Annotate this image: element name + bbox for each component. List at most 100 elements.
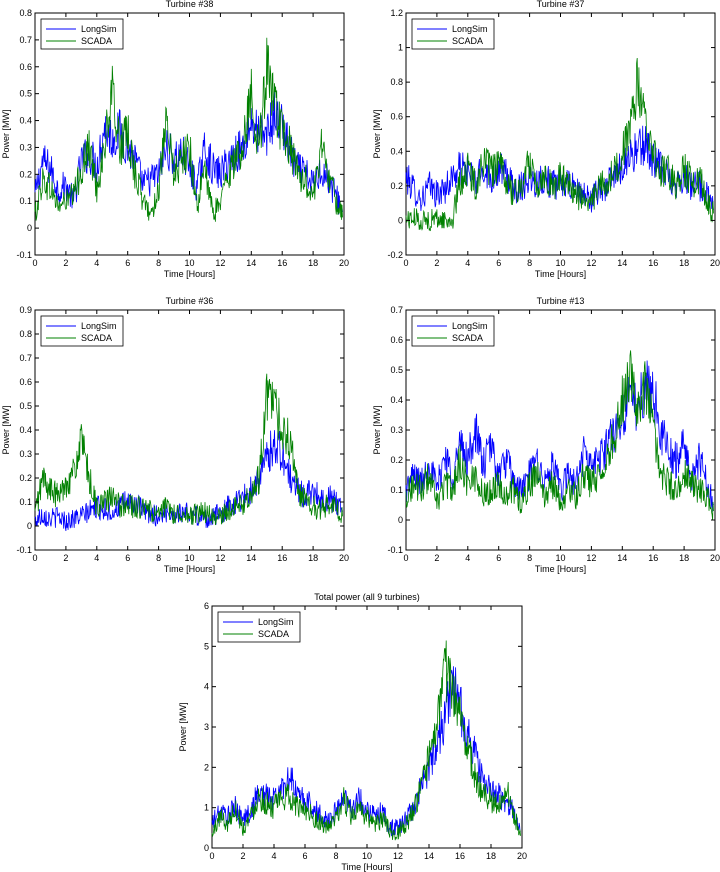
x-tick-label: 20	[339, 553, 349, 563]
series-line-longsim	[211, 666, 521, 837]
x-axis-label: Time [Hours]	[535, 564, 586, 574]
y-axis-label: Power [MW]	[178, 702, 188, 751]
y-tick-label: 0.1	[19, 497, 32, 507]
chart-panel: 0 2 4 6 8 10 12 14 16 18 20-0.100.10.20.30.40.50.6…	[372, 296, 720, 574]
legend: LongSim SCADA	[40, 315, 124, 347]
x-tick-label: 14	[617, 258, 627, 268]
y-tick-label: 0	[398, 515, 403, 525]
series-line-scada	[405, 350, 714, 521]
y-tick-label: 5	[204, 641, 209, 651]
x-tick-label: 18	[486, 851, 496, 861]
y-tick-label: 0.7	[19, 35, 32, 45]
y-tick-label: 0.8	[19, 329, 32, 339]
y-tick-label: 0.6	[19, 377, 32, 387]
y-tick-label: 0.7	[19, 353, 32, 363]
chart-title: Turbine #36	[166, 296, 214, 306]
x-tick-label: 18	[679, 553, 689, 563]
series-line-longsim	[405, 360, 714, 512]
y-tick-label: -0.1	[16, 545, 32, 555]
y-tick-label: 0.3	[19, 449, 32, 459]
series-line-longsim	[34, 430, 343, 532]
chart-title: Turbine #37	[537, 0, 585, 9]
x-tick-label: 4	[465, 553, 470, 563]
y-tick-label: -0.2	[387, 250, 403, 260]
legend: LongSim SCADA	[411, 18, 495, 50]
x-tick-label: 8	[156, 258, 161, 268]
x-tick-label: 10	[184, 258, 194, 268]
legend: LongSim SCADA	[217, 611, 301, 643]
y-axis-label: Power [MW]	[372, 405, 382, 454]
legend-label: SCADA	[452, 333, 483, 343]
legend-label: LongSim	[81, 24, 117, 34]
x-tick-label: 0	[32, 553, 37, 563]
legend-label: LongSim	[258, 617, 294, 627]
x-axis-label: Time [Hours]	[164, 564, 215, 574]
series-line-scada	[34, 37, 343, 222]
x-tick-label: 8	[333, 851, 338, 861]
x-tick-label: 18	[308, 553, 318, 563]
x-tick-label: 20	[710, 258, 720, 268]
y-tick-label: 1.2	[390, 8, 403, 18]
legend-box	[411, 18, 495, 50]
x-tick-label: 12	[215, 553, 225, 563]
y-tick-label: 0.4	[390, 395, 403, 405]
y-tick-label: 0.2	[19, 169, 32, 179]
y-tick-label: 0.2	[390, 181, 403, 191]
x-tick-label: 8	[156, 553, 161, 563]
x-tick-label: 4	[94, 258, 99, 268]
x-axis-label: Time [Hours]	[164, 269, 215, 279]
x-tick-label: 10	[555, 258, 565, 268]
y-tick-label: 0.1	[390, 485, 403, 495]
x-tick-label: 10	[184, 553, 194, 563]
x-tick-label: 14	[246, 258, 256, 268]
y-tick-label: -0.1	[16, 250, 32, 260]
y-tick-label: 0.2	[390, 455, 403, 465]
x-tick-label: 0	[403, 553, 408, 563]
x-tick-label: 6	[125, 553, 130, 563]
x-tick-label: 16	[455, 851, 465, 861]
x-tick-label: 2	[434, 258, 439, 268]
x-tick-label: 12	[215, 258, 225, 268]
x-tick-label: 6	[125, 258, 130, 268]
chart-title: Turbine #13	[537, 296, 585, 306]
y-tick-label: 0.5	[390, 365, 403, 375]
x-tick-label: 2	[240, 851, 245, 861]
x-tick-label: 18	[679, 258, 689, 268]
y-tick-label: -0.1	[387, 545, 403, 555]
legend-label: LongSim	[452, 24, 488, 34]
legend: LongSim SCADA	[411, 315, 495, 347]
y-tick-label: 0.4	[19, 116, 32, 126]
x-tick-label: 2	[63, 258, 68, 268]
y-tick-label: 0	[398, 215, 403, 225]
legend-label: LongSim	[81, 321, 117, 331]
y-tick-label: 0.8	[19, 8, 32, 18]
legend-label: SCADA	[452, 36, 483, 46]
y-tick-label: 0.9	[19, 305, 32, 315]
x-tick-label: 4	[94, 553, 99, 563]
x-tick-label: 12	[393, 851, 403, 861]
x-tick-label: 20	[517, 851, 527, 861]
x-tick-label: 4	[465, 258, 470, 268]
x-tick-label: 8	[527, 553, 532, 563]
x-tick-label: 10	[362, 851, 372, 861]
x-tick-label: 4	[271, 851, 276, 861]
x-tick-label: 0	[209, 851, 214, 861]
y-tick-label: 0.6	[19, 62, 32, 72]
legend: LongSim SCADA	[40, 18, 124, 50]
chart-title: Turbine #38	[166, 0, 214, 9]
x-tick-label: 14	[617, 553, 627, 563]
x-tick-label: 10	[555, 553, 565, 563]
y-tick-label: 0.4	[390, 146, 403, 156]
x-tick-label: 6	[496, 258, 501, 268]
y-axis-label: Power [MW]	[372, 109, 382, 158]
y-tick-label: 0.4	[19, 425, 32, 435]
y-tick-label: 0.2	[19, 473, 32, 483]
y-tick-label: 0.3	[390, 425, 403, 435]
y-tick-label: 0.3	[19, 142, 32, 152]
x-axis-label: Time [Hours]	[535, 269, 586, 279]
y-tick-label: 0.5	[19, 89, 32, 99]
y-tick-label: 2	[204, 762, 209, 772]
plot-area	[405, 12, 716, 256]
